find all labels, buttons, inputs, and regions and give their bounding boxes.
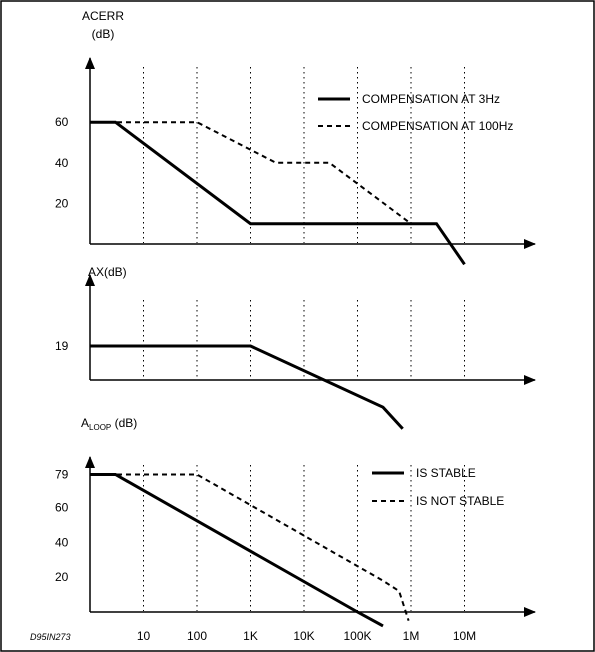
- panel2-series-0-line: [90, 344, 404, 430]
- panel3-series-1-line: [90, 473, 410, 622]
- panel1-ylabel-line1: ACERR: [82, 9, 124, 23]
- panel3-ytick-20: 20: [55, 570, 69, 584]
- panel3-ytick-79: 79: [55, 468, 69, 482]
- xtick-10K: 10K: [293, 629, 314, 643]
- panel1-ytick-60: 60: [55, 115, 69, 129]
- panel3-ytick-40: 40: [55, 535, 69, 549]
- xtick-100K: 100K: [343, 629, 371, 643]
- panel2-ytick-19: 19: [55, 339, 69, 353]
- panel1-ylabel-line2: (dB): [92, 27, 115, 41]
- legend-compensation-3hz-label: COMPENSATION AT 3Hz: [362, 92, 500, 106]
- xtick-100: 100: [187, 629, 207, 643]
- legend-is-not-stable-label: IS NOT STABLE: [416, 494, 504, 508]
- panel3-ylabel-unit: (dB): [111, 416, 137, 430]
- panel3-ylabel-sub: LOOP: [89, 423, 111, 432]
- plot-layer: 60 40 20 19 79 60 40 20 10 100 1K 10K 100K 1M 10M COMPE…: [55, 57, 536, 643]
- panel1-series-1-line: [90, 121, 412, 225]
- figure-code: D95IN273: [30, 632, 71, 642]
- xtick-10: 10: [137, 629, 151, 643]
- legend-is-stable-label: IS STABLE: [416, 466, 476, 480]
- panel3-series-0-line: [90, 473, 384, 628]
- panel3-ylabel-main: A: [81, 416, 89, 430]
- legend-compensation-100hz-label: COMPENSATION AT 100Hz: [362, 119, 513, 133]
- panel1-ytick-20: 20: [55, 196, 69, 210]
- panel1-series-0-line: [90, 120, 466, 266]
- xtick-10M: 10M: [453, 629, 476, 643]
- panel3-ylabel: ALOOP (dB): [81, 416, 137, 432]
- xtick-1M: 1M: [403, 629, 420, 643]
- panel3-ytick-60: 60: [55, 501, 69, 515]
- xtick-1K: 1K: [243, 629, 258, 643]
- panel1-ytick-40: 40: [55, 156, 69, 170]
- panel2-ylabel: AX(dB): [88, 265, 127, 279]
